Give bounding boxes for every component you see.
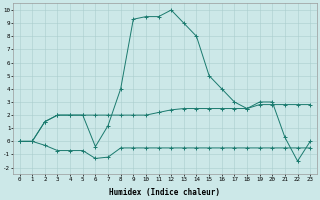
X-axis label: Humidex (Indice chaleur): Humidex (Indice chaleur) xyxy=(109,188,220,197)
